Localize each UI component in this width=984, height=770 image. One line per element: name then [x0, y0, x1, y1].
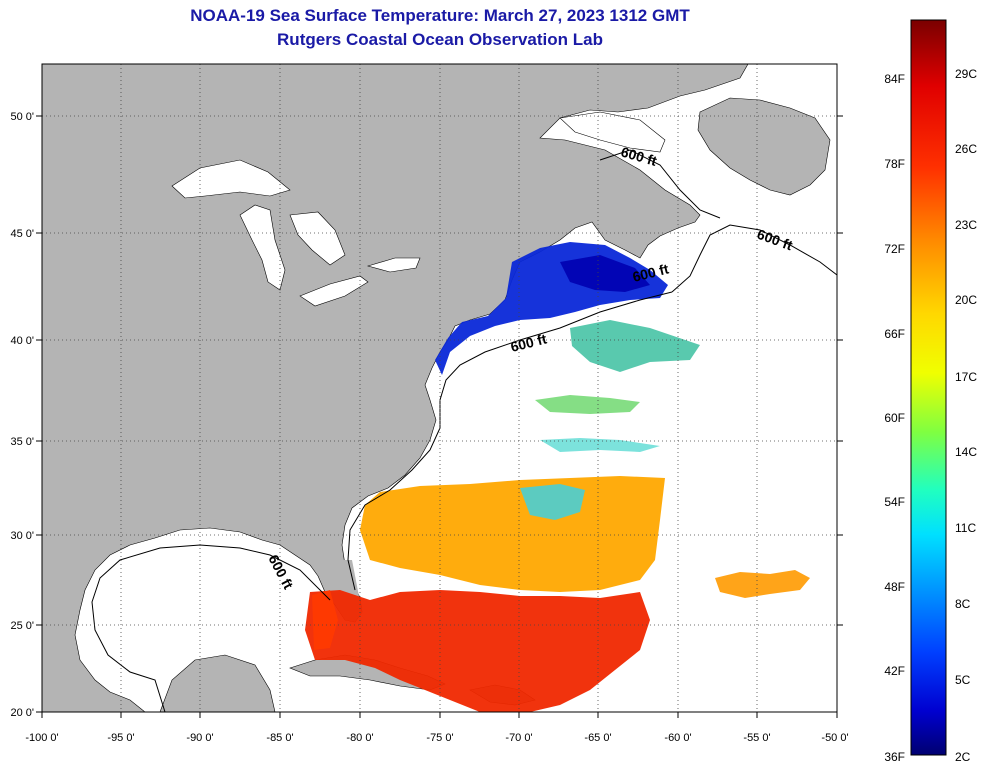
colorbar-c-label: 29C	[955, 67, 977, 81]
lat-label: 25 0'	[10, 620, 34, 632]
colorbar-f-label: 84F	[884, 72, 905, 86]
sst-band-35n	[540, 438, 660, 452]
colorbar-f-label: 48F	[884, 580, 905, 594]
lon-label: -60 0'	[664, 732, 691, 744]
contour-600ft-stlawrence	[599, 149, 721, 219]
colorbar-f-label: 42F	[884, 664, 905, 678]
colorbar-c-label: 11C	[955, 521, 976, 535]
contour-600ft-gulf	[91, 544, 331, 712]
colorbar-f-label: 60F	[884, 411, 905, 425]
hudson-strait-area	[559, 111, 666, 153]
land-north-america	[42, 64, 749, 712]
sst-band-38n	[535, 395, 640, 414]
colorbar-fahrenheit-labels: 84F 78F 72F 66F 60F 54F 48F 42F 36F	[884, 72, 905, 764]
contour-600ft-scotian	[671, 224, 837, 293]
colorbar-c-label: 2C	[955, 750, 971, 764]
lat-label: 30 0'	[10, 530, 34, 542]
lon-label: -85 0'	[266, 732, 293, 744]
colorbar-c-label: 17C	[955, 370, 977, 384]
sst-west-florida	[312, 590, 338, 650]
lon-tick-labels: -100 0' -95 0' -90 0' -85 0' -80 0' -75 …	[25, 732, 848, 744]
sst-hot-south	[305, 590, 650, 712]
graticule	[42, 64, 837, 712]
colorbar-c-label: 23C	[955, 218, 977, 232]
colorbar	[910, 19, 947, 756]
colorbar-c-label: 5C	[955, 673, 971, 687]
chart-title: NOAA-19 Sea Surface Temperature: March 2…	[190, 6, 690, 25]
lon-label: -90 0'	[186, 732, 213, 744]
lake-erie-ontario	[299, 257, 421, 307]
colorbar-c-label: 8C	[955, 597, 971, 611]
lat-label: 45 0'	[10, 228, 34, 240]
lon-label: -55 0'	[743, 732, 770, 744]
sst-warm-subtropics	[360, 476, 665, 592]
land-yucatan	[159, 654, 276, 712]
lon-label: -50 0'	[821, 732, 848, 744]
colorbar-f-label: 78F	[884, 157, 905, 171]
lat-label: 50 0'	[10, 111, 34, 123]
lat-tick-labels: 50 0' 45 0' 40 0' 35 0' 30 0' 25 0' 20 0…	[10, 111, 34, 719]
colorbar-c-label: 26C	[955, 142, 977, 156]
chart-subtitle: Rutgers Coastal Ocean Observation Lab	[277, 30, 603, 49]
sst-slope-green	[570, 320, 700, 372]
tick-marks	[36, 115, 843, 718]
sst-orange-east	[715, 570, 810, 598]
lat-label: 20 0'	[10, 707, 34, 719]
lon-label: -70 0'	[505, 732, 532, 744]
lon-label: -75 0'	[426, 732, 453, 744]
lon-label: -65 0'	[584, 732, 611, 744]
colorbar-c-label: 14C	[955, 445, 977, 459]
colorbar-f-label: 36F	[884, 750, 905, 764]
colorbar-f-label: 66F	[884, 327, 905, 341]
lon-label: -80 0'	[346, 732, 373, 744]
land-newfoundland	[697, 97, 831, 196]
colorbar-celsius-labels: 29C 26C 23C 20C 17C 14C 11C 8C 5C 2C	[955, 67, 977, 764]
colorbar-c-label: 20C	[955, 293, 977, 307]
lake-michigan-huron	[239, 204, 346, 291]
colorbar-f-label: 54F	[884, 495, 905, 509]
lon-label: -100 0'	[25, 732, 58, 744]
sst-deep-blue-inner	[560, 255, 650, 292]
colorbar-f-label: 72F	[884, 242, 905, 256]
lon-label: -95 0'	[107, 732, 134, 744]
lat-label: 40 0'	[10, 335, 34, 347]
sst-cyan-patch	[520, 484, 585, 520]
lat-label: 35 0'	[10, 436, 34, 448]
